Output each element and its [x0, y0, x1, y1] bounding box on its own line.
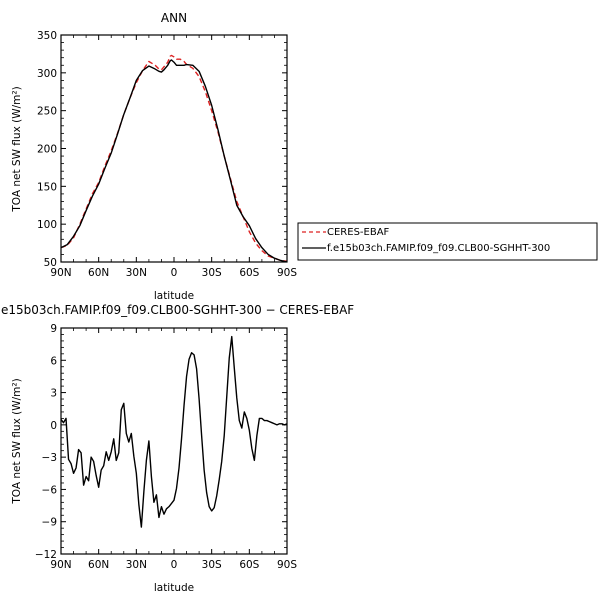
top-x-tick-label: 30N — [126, 267, 147, 279]
bottom-y-tick-label: −3 — [42, 452, 57, 464]
bottom-y-tick-label: 6 — [50, 355, 57, 367]
top-y-tick-label: 100 — [37, 219, 57, 231]
bottom-y-axis-label: TOA net SW flux (W/m²) — [11, 378, 23, 504]
top-y-tick-label: 350 — [37, 30, 57, 42]
top-chart-title: ANN — [161, 11, 187, 25]
bottom-series-line-0 — [61, 335, 287, 528]
bottom-x-tick-label: 0 — [171, 559, 178, 571]
top-panel: ANN 90N 60N 30N 0 30S 60S 90S 50 100 150 200 250 300… — [11, 11, 297, 302]
top-y-axis-label: TOA net SW flux (W/m²) — [11, 86, 23, 212]
bottom-frame — [60, 327, 288, 555]
legend-label-ceres: CERES-EBAF — [327, 227, 390, 238]
top-x-tick-label: 90N — [50, 267, 71, 279]
top-y-tick-label: 300 — [37, 68, 57, 80]
bottom-x-tick-label: 90N — [50, 559, 71, 571]
legend-label-model: f.e15b03ch.FAMIP.f09_f09.CLB00-SGHHT-300 — [327, 243, 550, 254]
legend-box — [297, 222, 598, 261]
top-plot-area: 90N 60N 30N 0 30S 60S 90S 50 100 150 200 250 300 350 — [37, 30, 297, 279]
top-y-tick-label: 200 — [37, 144, 57, 156]
bottom-y-tick-label: 0 — [50, 420, 57, 432]
top-frame — [60, 34, 288, 263]
top-x-tick-label: 0 — [171, 267, 178, 279]
top-series-line-1 — [61, 59, 287, 262]
bottom-y-tick-label: −6 — [42, 484, 58, 496]
bottom-x-tick-label: 60S — [239, 559, 259, 571]
bottom-x-tick-label: 30N — [126, 559, 147, 571]
top-x-tick-label: 90S — [277, 267, 297, 279]
top-x-tick-label: 60N — [88, 267, 109, 279]
bottom-plot-area: 90N 60N 30N 0 30S 60S 90S −12 −9 −6 −3 0 3 6 9 — [35, 323, 298, 571]
top-series-line-0 — [61, 54, 287, 262]
bottom-x-tick-label: 30S — [202, 559, 222, 571]
top-x-tick-label: 30S — [202, 267, 222, 279]
bottom-y-tick-label: 3 — [50, 388, 57, 400]
bottom-y-tick-label: 9 — [50, 323, 57, 335]
top-y-tick-label: 250 — [37, 106, 57, 118]
top-x-tick-label: 60S — [239, 267, 259, 279]
bottom-panel: f.e15b03ch.FAMIP.f09_f09.CLB00-SGHHT-300… — [0, 303, 354, 594]
legend: CERES-EBAF f.e15b03ch.FAMIP.f09_f09.CLB0… — [297, 222, 598, 261]
top-y-tick-label: 50 — [44, 257, 57, 269]
bottom-y-tick-label: −9 — [42, 517, 57, 529]
top-x-axis-label: latitude — [154, 290, 194, 302]
bottom-x-tick-label: 60N — [88, 559, 109, 571]
bottom-chart-title: f.e15b03ch.FAMIP.f09_f09.CLB00-SGHHT-300… — [0, 303, 354, 317]
bottom-y-tick-label: −12 — [35, 549, 57, 561]
top-y-tick-label: 150 — [37, 181, 57, 193]
bottom-x-axis-label: latitude — [154, 582, 194, 594]
bottom-x-tick-label: 90S — [277, 559, 297, 571]
